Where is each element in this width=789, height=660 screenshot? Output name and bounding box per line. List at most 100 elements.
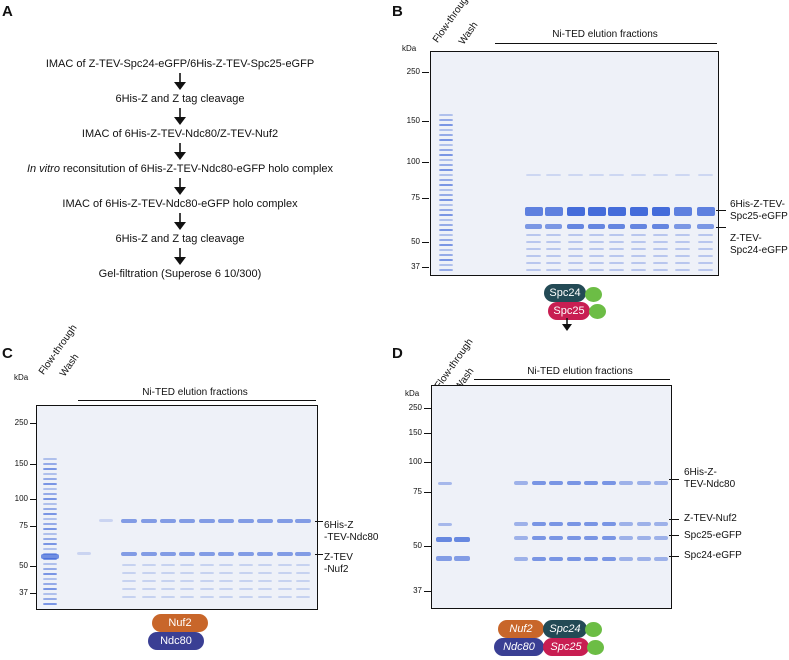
- gel-band: [180, 572, 194, 574]
- mw-tick: [424, 433, 431, 434]
- mw-tick: [422, 267, 429, 268]
- gel-band: [532, 536, 546, 540]
- gel-band: [161, 596, 175, 598]
- ladder-band: [43, 503, 57, 505]
- gel-band: [698, 248, 713, 250]
- ladder-band: [439, 244, 453, 246]
- gel-band: [179, 552, 195, 556]
- gel-band: [549, 481, 563, 485]
- panel-a-letter: A: [2, 3, 13, 20]
- gel-band: [568, 248, 583, 250]
- mw-marker-label: 50: [19, 561, 28, 570]
- kda-label: kDa: [14, 373, 29, 382]
- gel-band: [161, 572, 175, 574]
- gel-band: [584, 557, 598, 561]
- ladder-band: [43, 568, 57, 570]
- ladder-band: [439, 184, 453, 186]
- gel-band: [278, 580, 292, 582]
- gel-band: [546, 248, 561, 250]
- gel-band: [654, 481, 668, 485]
- ladder-band: [439, 249, 453, 251]
- gel-band: [567, 481, 581, 485]
- gel-band: [584, 481, 598, 485]
- ladder-band: [43, 533, 57, 535]
- mw-tick: [424, 492, 431, 493]
- arrow-down-icon: [174, 143, 186, 160]
- gel-band: [653, 269, 668, 271]
- gel-band: [675, 262, 690, 264]
- gel-band: [219, 564, 233, 566]
- gel-band: [438, 523, 452, 526]
- mw-marker-label: 37: [411, 262, 420, 271]
- gel-band: [200, 588, 214, 590]
- spc24-subunit: Spc24: [544, 284, 586, 302]
- gel-band: [514, 536, 528, 540]
- ladder-band: [439, 259, 453, 261]
- gel-band: [568, 241, 583, 243]
- gel-band: [161, 564, 175, 566]
- gel-band: [141, 552, 157, 556]
- gel-band: [584, 522, 598, 526]
- gel-band: [122, 564, 136, 566]
- gel-band: [602, 536, 616, 540]
- gel-band: [296, 564, 310, 566]
- gel-band: [567, 522, 581, 526]
- gel-band: [589, 234, 604, 236]
- fractions-line: [474, 379, 670, 380]
- ndc80-subunit: Ndc80: [494, 638, 544, 656]
- lane-label-wash: Wash: [456, 20, 481, 47]
- gel-band: [545, 224, 562, 229]
- gel-band: [652, 224, 669, 229]
- mw-tick: [30, 499, 37, 500]
- gel-band: [589, 248, 604, 250]
- gel-band: [296, 596, 310, 598]
- gel-band: [546, 234, 561, 236]
- gel-band: [219, 580, 233, 582]
- mw-tick: [424, 546, 431, 547]
- ladder-band: [439, 169, 453, 171]
- ladder-band: [43, 603, 57, 605]
- gel-band: [142, 564, 156, 566]
- gel-band: [602, 522, 616, 526]
- gel-band: [122, 588, 136, 590]
- gel-band: [436, 556, 452, 561]
- gel-band: [568, 174, 583, 176]
- fractions-label: Ni-TED elution fractions: [142, 387, 248, 398]
- kda-label: kDa: [405, 389, 420, 398]
- mw-tick: [422, 198, 429, 199]
- gel-band: [631, 234, 646, 236]
- gel-band: [589, 241, 604, 243]
- ladder-band: [439, 139, 453, 141]
- gel-band: [514, 522, 528, 526]
- gel-band: [200, 564, 214, 566]
- gel-band: [532, 481, 546, 485]
- gel-band: [278, 596, 292, 598]
- gel-band: [589, 262, 604, 264]
- arrow-down-icon: [562, 318, 572, 331]
- gel-band: [675, 269, 690, 271]
- gel-band: [567, 224, 584, 229]
- mw-tick: [422, 162, 429, 163]
- gel-band: [584, 536, 598, 540]
- gfp-icon: [585, 622, 602, 637]
- gel-band: [77, 552, 91, 555]
- band-label-nuf2: Z-TEV -Nuf2: [324, 552, 353, 575]
- gel-band: [653, 241, 668, 243]
- mw-marker-label: 150: [14, 459, 28, 468]
- ladder-band: [43, 498, 57, 500]
- gel-band: [121, 552, 137, 556]
- gel-band: [239, 564, 253, 566]
- ladder-band: [439, 149, 453, 151]
- gel-band: [609, 262, 624, 264]
- workflow-step: IMAC of 6His-Z-TEV-Ndc80-eGFP holo compl…: [62, 198, 298, 210]
- workflow-step: IMAC of 6His-Z-TEV-Ndc80/Z-TEV-Nuf2: [81, 128, 279, 140]
- gel-band: [602, 557, 616, 561]
- gel-band: [630, 224, 647, 229]
- ladder-band: [439, 189, 453, 191]
- gel-band: [637, 522, 651, 526]
- ladder-band: [439, 134, 453, 136]
- gel-band: [179, 519, 195, 523]
- gel-band: [238, 552, 254, 556]
- band-label-nuf2: Z-TEV-Nuf2: [684, 513, 737, 524]
- gel-band: [41, 554, 59, 559]
